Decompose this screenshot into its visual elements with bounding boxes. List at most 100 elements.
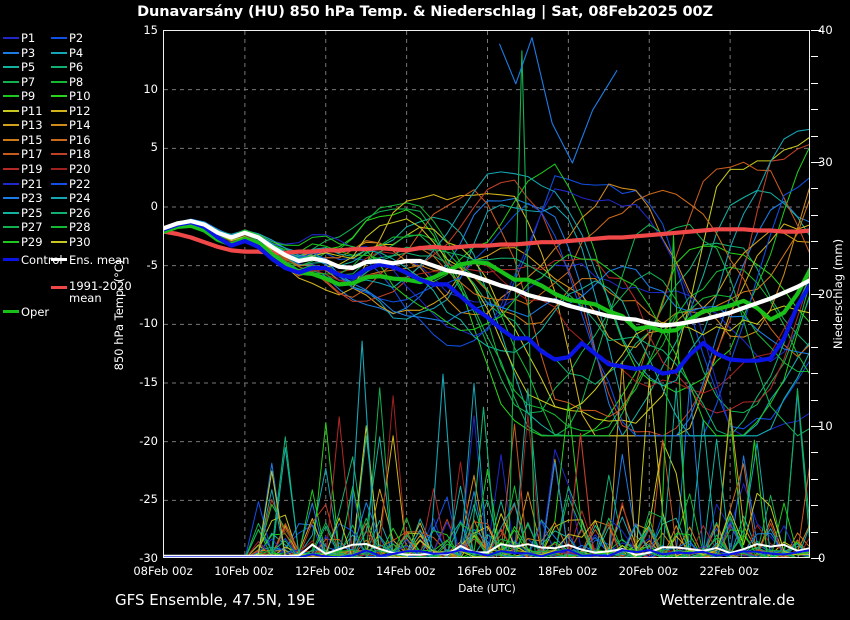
right-axis: 0 10 20 30 40 [818, 0, 850, 620]
ensemble-member-line [164, 128, 809, 387]
legend-swatch [3, 226, 19, 229]
legend-swatch [3, 182, 19, 185]
ensemble-member-line [164, 147, 809, 394]
precip-spike-line [508, 50, 536, 557]
y2-axis-minor-tick [811, 531, 818, 533]
legend-label: 1991-2020 mean [69, 279, 132, 306]
legend-swatch [51, 257, 67, 261]
y-axis-tick: 10 [143, 81, 158, 96]
legend-label: P24 [69, 191, 91, 206]
x-axis-tick: 12Feb 00z [295, 564, 355, 578]
legend-swatch [3, 124, 19, 127]
y-axis-tick: -30 [139, 551, 158, 565]
y-axis-tick: 0 [150, 199, 158, 213]
legend-label: P17 [21, 147, 43, 162]
y2-axis-tick: 40 [818, 23, 833, 37]
y2-axis-minor-tick [811, 135, 818, 137]
precip-member-line [247, 415, 809, 557]
y2-axis-minor-tick [811, 558, 821, 559]
legend-label: P18 [69, 147, 91, 162]
legend-label: P28 [69, 220, 91, 235]
series-lines [164, 37, 809, 557]
legend-label: P8 [69, 74, 84, 89]
footer-model-info: GFS Ensemble, 47.5N, 19E [115, 591, 316, 609]
precip-spike-line [566, 433, 595, 557]
legend-label: P27 [21, 220, 43, 235]
legend-label: P9 [21, 89, 36, 104]
y2-axis-minor-tick [811, 426, 821, 427]
legend-label: P7 [21, 74, 36, 89]
legend-swatch [3, 153, 19, 156]
legend-swatch [3, 211, 19, 214]
legend-label: P15 [21, 132, 43, 147]
legend-swatch [51, 95, 67, 98]
y2-axis-minor-tick [811, 109, 818, 111]
legend-swatch [51, 286, 67, 290]
y2-axis-minor-tick [811, 56, 818, 58]
legend-swatch [3, 138, 19, 141]
control-line [164, 220, 809, 376]
legend-swatch [51, 153, 67, 156]
legend-label: Oper [21, 305, 50, 320]
legend-label: P25 [21, 205, 43, 220]
legend-swatch [3, 95, 19, 98]
y2-axis-minor-tick [811, 505, 818, 507]
page-title: Dunavarsány (HU) 850 hPa Temp. & Nieders… [137, 4, 713, 20]
x-axis-tick: 20Feb 00z [618, 564, 678, 578]
left-axis-label: 850 hPa Temp. (°C) [112, 259, 126, 371]
precip-spike-line [740, 439, 769, 557]
y2-axis-minor-tick [811, 452, 818, 454]
legend-swatch [51, 124, 67, 127]
ens-mean-line [164, 219, 809, 328]
y-axis-tick: -20 [139, 433, 158, 448]
legend-label: P3 [21, 45, 36, 60]
y2-axis-tick: 0 [818, 551, 826, 565]
y2-axis-tick: 20 [818, 287, 833, 301]
precip-member-line [248, 461, 809, 557]
legend-label: P11 [21, 103, 43, 118]
left-axis: 15 10 5 0 -5 -10 -15 -20 -25 -30 [110, 0, 158, 620]
y2-axis-tick: 10 [818, 419, 833, 433]
y2-axis-minor-tick [811, 294, 821, 295]
legend-label: P2 [69, 31, 84, 45]
y-axis-tick: -15 [139, 375, 158, 389]
y2-axis-minor-tick [811, 214, 818, 216]
legend-swatch [51, 37, 67, 39]
y2-axis-minor-tick [811, 30, 821, 31]
legend-swatch [3, 240, 19, 243]
y2-axis-minor-tick [811, 241, 818, 243]
legend-label: P29 [21, 234, 43, 249]
precip-spike-line [429, 373, 457, 557]
legend-label: Control [21, 252, 63, 267]
y2-axis-minor-tick [811, 82, 818, 84]
legend-swatch [51, 240, 67, 243]
legend-swatch [3, 80, 19, 83]
legend-swatch [51, 80, 67, 83]
legend-swatch [3, 257, 19, 261]
legend-label: P19 [21, 161, 43, 176]
y-axis-tick: 15 [143, 23, 158, 37]
y-axis-tick: -5 [146, 257, 158, 272]
legend-label: P5 [21, 60, 36, 75]
x-axis-tick: 08Feb 00z [133, 564, 193, 578]
x-axis-label: Date (UTC) [458, 583, 516, 595]
x-axis-tick: 10Feb 00z [214, 564, 274, 578]
x-axis-tick: 18Feb 00z [537, 564, 598, 578]
legend-label: P14 [69, 118, 91, 133]
legend-label: P10 [69, 89, 91, 104]
precip-control-line [164, 549, 809, 557]
precip-spike-line [348, 340, 376, 557]
ensemble-member-line [164, 219, 809, 437]
legend-swatch [51, 109, 67, 112]
legend-label: Ens. mean [69, 252, 130, 267]
precip-member-line [248, 378, 809, 557]
legend-swatch [51, 66, 67, 69]
precip-spike-line [659, 235, 688, 557]
legend-label: P20 [69, 161, 91, 176]
legend-swatch [51, 211, 67, 214]
legend-label: P22 [69, 176, 91, 191]
legend-swatch [51, 138, 67, 141]
y2-axis-minor-tick [811, 188, 818, 190]
legend-swatch [3, 109, 19, 112]
